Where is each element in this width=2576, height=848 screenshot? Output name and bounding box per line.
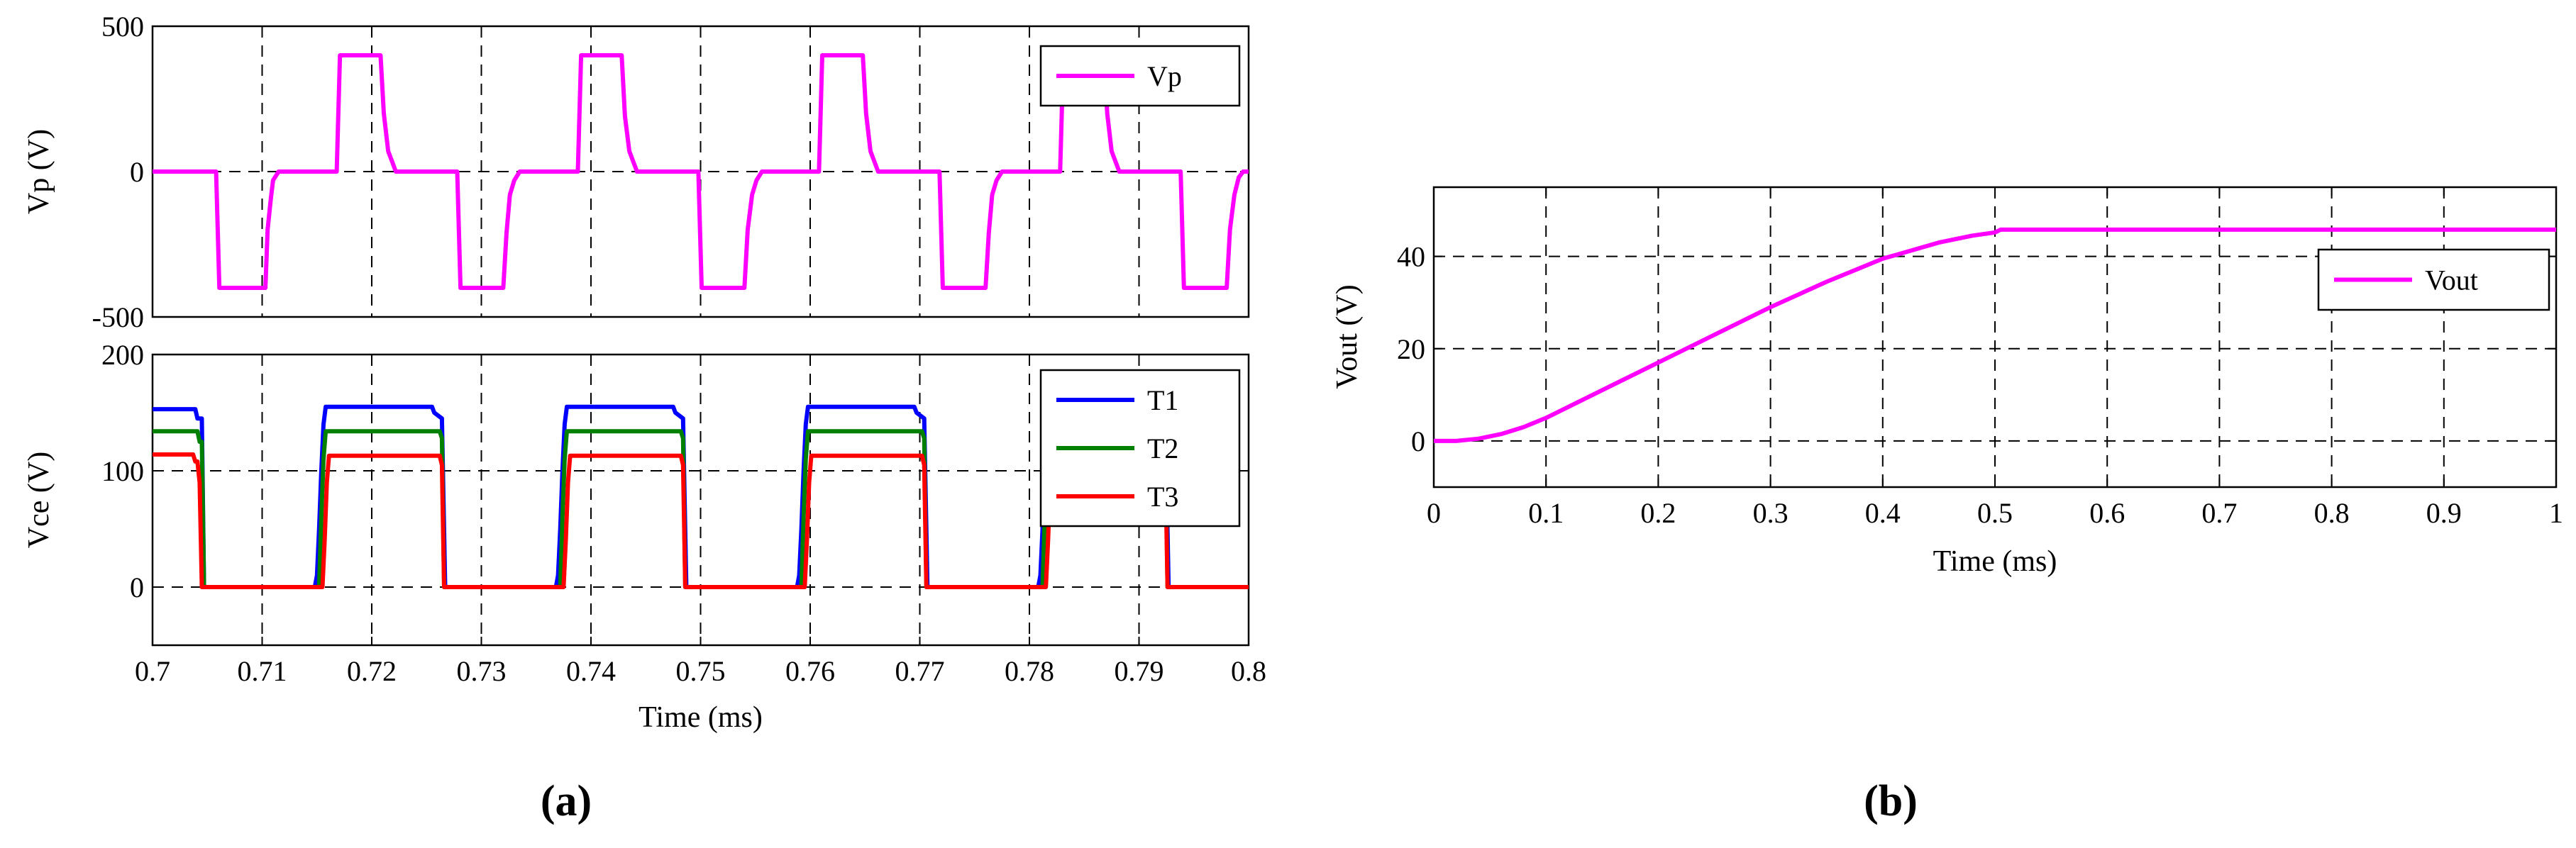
x-tick-label: 0.1 — [1528, 497, 1564, 529]
x-tick-label: 0.9 — [2426, 497, 2462, 529]
x-tick-label: 0.7 — [135, 655, 170, 687]
x-tick-label: 1 — [2549, 497, 2563, 529]
y-tick-label: -500 — [92, 301, 144, 333]
plot-vce: 0.7 0.71 0.72 0.73 0.74 0.75 0.76 0.77 0.78 0.79 0… — [23, 339, 1266, 734]
x-tick-label: 0.77 — [895, 655, 945, 687]
panel-label-b: (b) — [1864, 777, 1918, 825]
x-tick-label: 0.7 — [2201, 497, 2237, 529]
y-tick-label: 200 — [101, 339, 144, 371]
y-tick-label: 500 — [101, 11, 144, 43]
y-tick-label: 100 — [101, 455, 144, 487]
plot-vp: 500 0 -500 Vp (V) Vp — [23, 11, 1250, 333]
x-tick-label: 0.4 — [1865, 497, 1901, 529]
x-tick-label: 0.74 — [566, 655, 616, 687]
x-tick-label: 0 — [1427, 497, 1441, 529]
y-axis-label: Vout (V) — [1331, 284, 1364, 389]
x-tick-label: 0.6 — [2089, 497, 2125, 529]
legend-entry: T1 — [1147, 384, 1178, 416]
x-tick-label: 0.71 — [238, 655, 287, 687]
series-line-vout — [1434, 227, 2556, 443]
legend-entry: Vout — [2425, 264, 2478, 296]
x-axis-label: Time (ms) — [639, 701, 763, 734]
y-tick-label: 0 — [130, 156, 144, 188]
y-tick-label: 40 — [1397, 241, 1425, 273]
x-tick-label: 0.79 — [1115, 655, 1164, 687]
x-tick-label: 0.5 — [1977, 497, 2013, 529]
y-axis-label: Vce (V) — [23, 452, 55, 548]
x-tick-label: 0.76 — [785, 655, 835, 687]
x-tick-label: 0.8 — [1231, 655, 1266, 687]
x-tick-label: 0.75 — [676, 655, 726, 687]
x-tick-label: 0.8 — [2314, 497, 2350, 529]
panel-label-a: (a) — [541, 777, 592, 825]
legend-entry: T2 — [1147, 433, 1178, 464]
legend-entry: T3 — [1147, 481, 1178, 513]
y-tick-label: 0 — [1411, 425, 1425, 457]
x-tick-label: 0.2 — [1640, 497, 1676, 529]
legend-entry: Vp — [1147, 60, 1182, 92]
x-tick-label: 0.73 — [457, 655, 507, 687]
plot-vout: 0 0.1 0.2 0.3 0.4 0.5 0.6 0.7 0.8 0.9 1 40 20 0 Vout (… — [1331, 186, 2563, 578]
y-tick-label: 0 — [130, 571, 144, 603]
x-tick-label: 0.72 — [347, 655, 397, 687]
y-tick-label: 20 — [1397, 333, 1425, 365]
series-line-vp — [153, 53, 1249, 290]
x-axis-label: Time (ms) — [1933, 545, 2057, 578]
x-tick-label: 0.78 — [1005, 655, 1054, 687]
x-tick-label: 0.3 — [1753, 497, 1789, 529]
y-axis-label: Vp (V) — [23, 129, 55, 214]
